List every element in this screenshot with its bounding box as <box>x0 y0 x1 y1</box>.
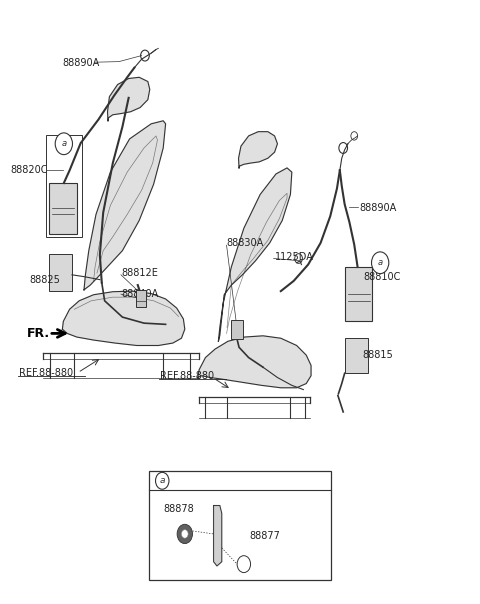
Polygon shape <box>84 121 166 290</box>
Text: 88890A: 88890A <box>359 204 396 213</box>
Bar <box>49 254 72 291</box>
Text: 88830A: 88830A <box>227 239 264 248</box>
Text: REF.88-880: REF.88-880 <box>160 371 214 381</box>
Text: 88840A: 88840A <box>121 289 159 299</box>
Circle shape <box>55 133 72 155</box>
Text: 88820C: 88820C <box>11 165 48 175</box>
Polygon shape <box>62 291 185 345</box>
Text: a: a <box>378 259 383 267</box>
Text: 88878: 88878 <box>163 504 194 514</box>
Bar <box>231 320 243 339</box>
Polygon shape <box>108 77 150 121</box>
Text: a: a <box>61 140 66 148</box>
Polygon shape <box>198 336 311 388</box>
Text: 88890A: 88890A <box>62 59 100 68</box>
Text: 88825: 88825 <box>30 275 60 284</box>
Circle shape <box>372 252 389 274</box>
Bar <box>345 338 368 373</box>
Text: 88815: 88815 <box>362 350 393 360</box>
Bar <box>345 267 372 321</box>
Text: 88810C: 88810C <box>364 272 401 281</box>
Circle shape <box>177 524 192 544</box>
Polygon shape <box>214 506 222 566</box>
Bar <box>49 183 77 234</box>
Text: 88812E: 88812E <box>121 268 158 278</box>
Polygon shape <box>218 168 292 341</box>
Text: 1125DA: 1125DA <box>275 252 314 262</box>
Polygon shape <box>239 132 277 168</box>
Text: a: a <box>159 477 165 485</box>
Bar <box>149 471 331 580</box>
Bar <box>136 290 146 307</box>
Text: 88877: 88877 <box>250 531 280 541</box>
Text: REF.88-880: REF.88-880 <box>19 368 73 378</box>
Text: FR.: FR. <box>26 327 49 340</box>
Circle shape <box>156 472 169 489</box>
Circle shape <box>181 530 188 538</box>
Bar <box>46 135 82 237</box>
